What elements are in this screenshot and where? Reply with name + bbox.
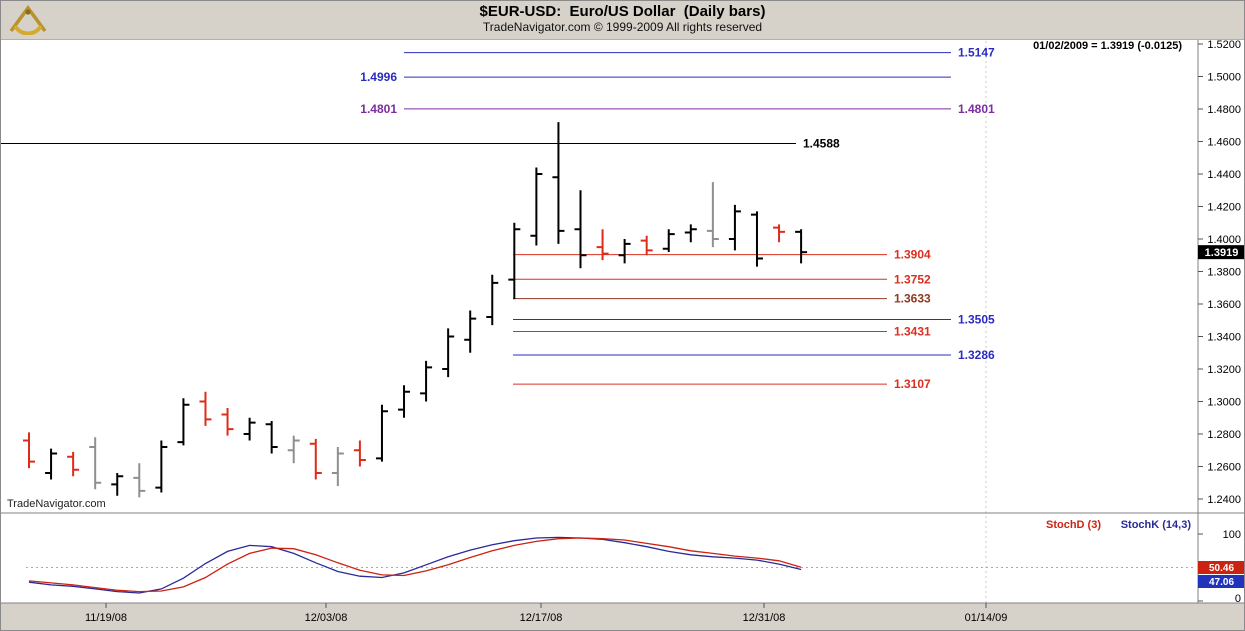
- sr-label-1.3505: 1.3505: [958, 312, 995, 326]
- stoch-axis-label-0: 0: [1235, 593, 1241, 605]
- sr-label-1.3431: 1.3431: [894, 324, 931, 338]
- watermark-text: TradeNavigator.com: [7, 498, 106, 510]
- current-price-value: 1.3919: [1205, 247, 1239, 259]
- stoch-value-badge: [1198, 575, 1244, 588]
- price-axis-label: 1.3400: [1207, 332, 1241, 344]
- date-axis-label: 12/31/08: [743, 612, 786, 624]
- price-axis-label: 1.4400: [1207, 169, 1241, 181]
- current-price-badge: [1198, 245, 1244, 260]
- date-axis-label: 12/17/08: [520, 612, 563, 624]
- sr-label-1.3752: 1.3752: [894, 272, 931, 286]
- sr-label-1.5147: 1.5147: [958, 46, 995, 60]
- chart-header: $EUR-USD: Euro/US Dollar (Daily bars) Tr…: [1, 1, 1244, 40]
- sr-label-1.3904: 1.3904: [894, 248, 931, 262]
- date-axis-label: 11/19/08: [85, 612, 127, 624]
- stoch-value-badge: [1198, 561, 1244, 574]
- sr-label-1.4801: 1.4801: [360, 102, 397, 116]
- price-axis-label: 1.3800: [1207, 267, 1241, 279]
- date-axis-strip: [1, 603, 1244, 630]
- stochd-legend-label: StochD (3): [1046, 519, 1101, 531]
- tradenavigator-logo-icon[interactable]: [7, 5, 49, 36]
- price-axis-label: 1.2800: [1207, 429, 1241, 441]
- chart-title: $EUR-USD: Euro/US Dollar (Daily bars): [479, 3, 766, 20]
- sr-label-1.4996: 1.4996: [360, 70, 397, 84]
- price-axis-label: 1.3000: [1207, 397, 1241, 409]
- price-axis-label: 1.4600: [1207, 137, 1241, 149]
- sr-label-1.3633: 1.3633: [894, 292, 931, 306]
- price-axis-label: 1.3600: [1207, 299, 1241, 311]
- stoch-axis-label-100: 100: [1223, 529, 1241, 541]
- stochk-legend-label: StochK (14,3): [1121, 519, 1192, 531]
- stochd-line: [28, 537, 802, 593]
- price-axis-label: 1.2400: [1207, 494, 1241, 506]
- sr-label-1.3107: 1.3107: [894, 377, 931, 391]
- price-axis-label: 1.3200: [1207, 364, 1241, 376]
- quote-info: 01/02/2009 = 1.3919 (-0.0125): [1033, 40, 1182, 52]
- price-axis-label: 1.2600: [1207, 462, 1241, 474]
- date-axis-label: 12/03/08: [305, 612, 348, 624]
- price-axis-label: 1.4800: [1207, 104, 1241, 116]
- stoch-value-text: 50.46: [1209, 563, 1234, 574]
- stochk-line: [28, 536, 802, 594]
- chart-subtitle: TradeNavigator.com © 1999-2009 All right…: [482, 20, 763, 34]
- date-axis-label: 01/14/09: [965, 612, 1008, 624]
- sr-label-1.4801: 1.4801: [958, 102, 995, 116]
- sr-label-1.3286: 1.3286: [958, 348, 995, 362]
- sr-label-1.4588: 1.4588: [803, 136, 840, 150]
- price-axis-label: 1.5200: [1207, 39, 1241, 51]
- stoch-value-text: 47.06: [1209, 577, 1234, 588]
- price-axis-label: 1.4200: [1207, 202, 1241, 214]
- price-axis-label: 1.5000: [1207, 72, 1241, 84]
- price-axis-label: 1.4000: [1207, 234, 1241, 246]
